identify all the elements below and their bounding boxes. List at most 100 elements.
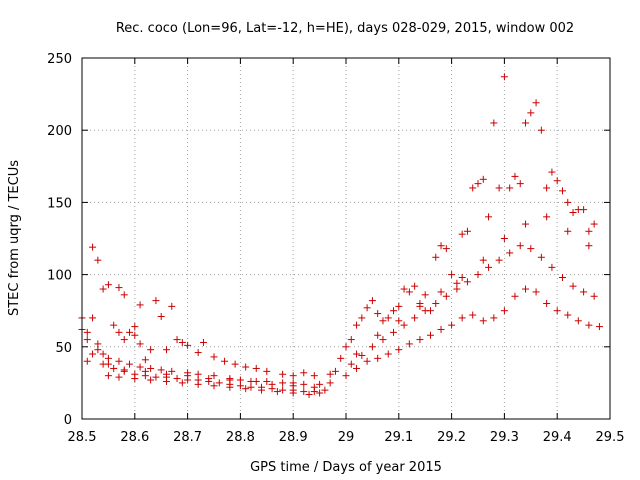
x-tick-label: 28.5 bbox=[68, 430, 97, 445]
data-point bbox=[558, 187, 566, 195]
data-point bbox=[564, 198, 572, 206]
data-point bbox=[215, 379, 223, 387]
data-point bbox=[231, 360, 239, 368]
data-point bbox=[432, 299, 440, 307]
data-point bbox=[390, 307, 398, 315]
data-point bbox=[553, 307, 561, 315]
data-point bbox=[131, 375, 139, 383]
data-point bbox=[522, 119, 530, 127]
data-point bbox=[279, 379, 287, 387]
data-point bbox=[89, 350, 97, 358]
x-tick-label: 29.3 bbox=[490, 430, 519, 445]
data-point bbox=[543, 299, 551, 307]
data-point bbox=[120, 336, 128, 344]
data-point bbox=[141, 367, 149, 375]
data-point bbox=[152, 297, 160, 305]
data-point bbox=[463, 227, 471, 235]
data-point bbox=[347, 336, 355, 344]
data-point bbox=[194, 380, 202, 388]
data-point bbox=[590, 292, 598, 300]
data-point bbox=[199, 338, 207, 346]
x-tick-label: 28.8 bbox=[226, 430, 255, 445]
data-point bbox=[258, 386, 266, 394]
data-point bbox=[437, 325, 445, 333]
data-point bbox=[474, 180, 482, 188]
data-point bbox=[147, 346, 155, 354]
data-point bbox=[99, 285, 107, 293]
data-point bbox=[463, 278, 471, 286]
data-point bbox=[511, 172, 519, 180]
data-point bbox=[400, 285, 408, 293]
data-point bbox=[569, 282, 577, 290]
data-point bbox=[358, 314, 366, 322]
data-point bbox=[522, 220, 530, 228]
data-point bbox=[289, 382, 297, 390]
data-point bbox=[89, 314, 97, 322]
data-point bbox=[395, 346, 403, 354]
y-tick-label: 0 bbox=[64, 413, 72, 428]
data-point bbox=[363, 357, 371, 365]
data-point bbox=[353, 364, 361, 372]
x-tick-label: 28.9 bbox=[279, 430, 308, 445]
data-point bbox=[384, 350, 392, 358]
data-point bbox=[500, 307, 508, 315]
data-point bbox=[131, 331, 139, 339]
x-tick-label: 29.1 bbox=[384, 430, 413, 445]
data-point bbox=[252, 364, 260, 372]
data-point bbox=[458, 314, 466, 322]
data-point bbox=[263, 377, 271, 385]
data-point bbox=[210, 353, 218, 361]
data-point bbox=[337, 354, 345, 362]
data-point bbox=[363, 304, 371, 312]
data-point bbox=[469, 184, 477, 192]
data-point bbox=[110, 364, 118, 372]
data-point bbox=[131, 323, 139, 331]
data-point bbox=[115, 357, 123, 365]
data-point bbox=[115, 284, 123, 292]
data-point bbox=[126, 328, 134, 336]
data-point bbox=[374, 354, 382, 362]
y-tick-label: 150 bbox=[47, 196, 72, 211]
data-point bbox=[147, 376, 155, 384]
data-point bbox=[474, 271, 482, 279]
data-point bbox=[374, 310, 382, 318]
data-point bbox=[442, 245, 450, 253]
data-point bbox=[120, 366, 128, 374]
data-point bbox=[289, 372, 297, 380]
data-point bbox=[532, 99, 540, 107]
data-point bbox=[390, 328, 398, 336]
y-tick-label: 200 bbox=[47, 124, 72, 139]
data-point bbox=[432, 253, 440, 261]
data-point bbox=[421, 291, 429, 299]
data-point bbox=[411, 282, 419, 290]
data-point bbox=[426, 331, 434, 339]
data-point bbox=[416, 302, 424, 310]
data-point bbox=[495, 256, 503, 264]
data-point bbox=[242, 385, 250, 393]
data-point bbox=[347, 360, 355, 368]
data-point bbox=[331, 367, 339, 375]
data-point bbox=[479, 256, 487, 264]
data-point bbox=[194, 349, 202, 357]
data-point bbox=[83, 357, 91, 365]
data-point bbox=[141, 356, 149, 364]
data-point bbox=[157, 366, 165, 374]
data-point bbox=[89, 243, 97, 251]
x-tick-label: 28.6 bbox=[120, 430, 149, 445]
data-point bbox=[110, 321, 118, 329]
data-point bbox=[368, 343, 376, 351]
data-point bbox=[184, 341, 192, 349]
data-point bbox=[595, 323, 603, 331]
data-point bbox=[83, 328, 91, 336]
data-point bbox=[490, 119, 498, 127]
data-point bbox=[379, 317, 387, 325]
data-point bbox=[506, 184, 514, 192]
data-point bbox=[136, 301, 144, 309]
data-point bbox=[553, 177, 561, 185]
data-point bbox=[437, 288, 445, 296]
x-tick-label: 28.7 bbox=[173, 430, 202, 445]
data-point bbox=[353, 350, 361, 358]
data-point bbox=[115, 373, 123, 381]
data-point bbox=[268, 380, 276, 388]
